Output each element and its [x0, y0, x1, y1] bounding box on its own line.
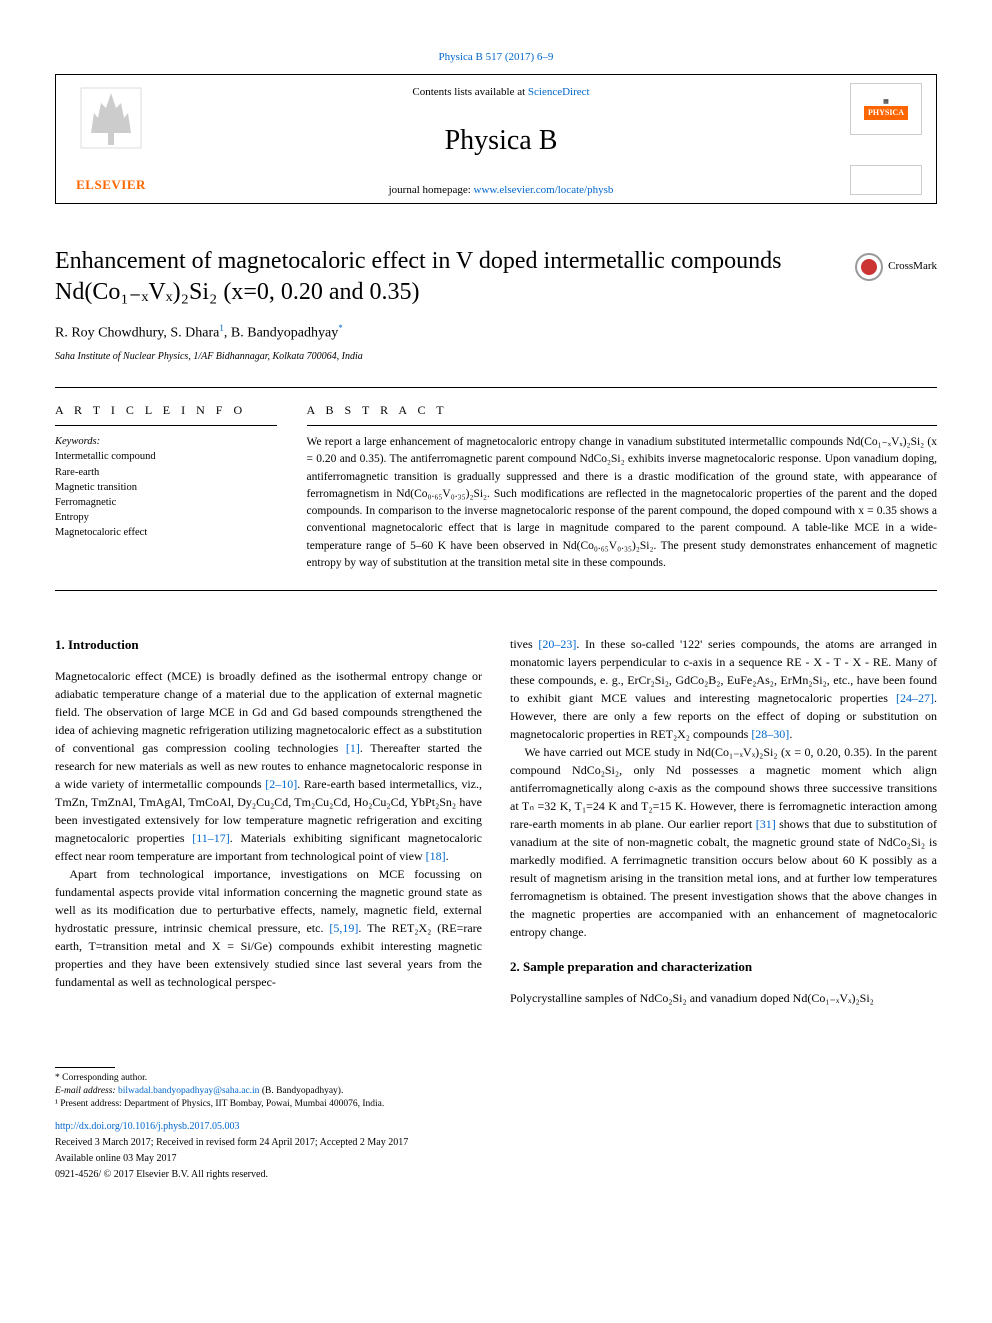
email-line: E-mail address: bilwadal.bandyopadhyay@s…	[55, 1085, 937, 1098]
article-info-divider	[55, 425, 277, 426]
corresponding-email-link[interactable]: bilwadal.bandyopadhyay@saha.ac.in	[118, 1086, 259, 1096]
intro-paragraph-2: Apart from technological importance, inv…	[55, 865, 482, 991]
keyword: Intermetallic compound	[55, 449, 277, 464]
keyword: Ferromagnetic	[55, 495, 277, 510]
keyword: Magnetocaloric effect	[55, 525, 277, 540]
keyword: Magnetic transition	[55, 480, 277, 495]
available-online: Available online 03 May 2017	[55, 1152, 937, 1166]
homepage-prefix: journal homepage:	[389, 184, 474, 196]
intro-paragraph-1: Magnetocaloric effect (MCE) is broadly d…	[55, 667, 482, 865]
author-3-sup: *	[338, 323, 343, 333]
contents-prefix: Contents lists available at	[412, 86, 527, 98]
crossmark-label: CrossMark	[888, 259, 937, 275]
journal-homepage-link[interactable]: www.elsevier.com/locate/physb	[474, 184, 614, 196]
abstract-divider	[307, 425, 937, 426]
footnotes-block: * Corresponding author. E-mail address: …	[55, 1067, 937, 1182]
sciencedirect-link[interactable]: ScienceDirect	[528, 86, 590, 98]
abstract-label: A B S T R A C T	[307, 402, 937, 419]
email-label: E-mail address:	[55, 1086, 118, 1096]
journal-title: Physica B	[166, 121, 836, 162]
issn-box	[850, 165, 922, 195]
journal-homepage-line: journal homepage: www.elsevier.com/locat…	[166, 183, 836, 199]
keyword: Rare-earth	[55, 465, 277, 480]
received-dates: Received 3 March 2017; Received in revis…	[55, 1136, 937, 1150]
keywords-list: Intermetallic compound Rare-earth Magnet…	[55, 449, 277, 540]
banner-right: ▦ PHYSICA	[836, 75, 936, 203]
cover-badge: PHYSICA	[864, 106, 908, 120]
author-1: R. Roy Chowdhury	[55, 326, 163, 341]
abstract-text: We report a large enhancement of magneto…	[307, 434, 937, 572]
author-3: B. Bandyopadhyay	[231, 326, 338, 341]
email-suffix: (B. Bandyopadhyay).	[259, 1086, 343, 1096]
footnote-rule	[55, 1067, 115, 1068]
intro-paragraph-3: We have carried out MCE study in Nd(Co₁₋…	[510, 743, 937, 941]
authors-line: R. Roy Chowdhury, S. Dhara1, B. Bandyopa…	[55, 322, 937, 344]
article-info-column: A R T I C L E I N F O Keywords: Intermet…	[55, 388, 277, 572]
publisher-logo-block: ELSEVIER	[56, 75, 166, 203]
author-2: S. Dhara	[170, 326, 219, 341]
contents-available-line: Contents lists available at ScienceDirec…	[166, 85, 836, 101]
left-column: 1. Introduction Magnetocaloric effect (M…	[55, 635, 482, 1007]
affiliation: Saha Institute of Nuclear Physics, 1/AF …	[55, 350, 937, 365]
intro-paragraph-2-continued: tives [20–23]. In these so-called '122' …	[510, 635, 937, 743]
journal-banner: ELSEVIER Contents lists available at Sci…	[55, 74, 937, 204]
section-1-heading: 1. Introduction	[55, 635, 482, 655]
abstract-column: A B S T R A C T We report a large enhanc…	[307, 388, 937, 572]
journal-reference: Physica B 517 (2017) 6–9	[55, 50, 937, 66]
present-address-note: ¹ Present address: Department of Physics…	[55, 1098, 937, 1111]
right-column: tives [20–23]. In these so-called '122' …	[510, 635, 937, 1007]
section-2-heading: 2. Sample preparation and characterizati…	[510, 957, 937, 977]
crossmark-icon	[855, 253, 883, 281]
article-info-label: A R T I C L E I N F O	[55, 402, 277, 419]
keywords-label: Keywords:	[55, 434, 277, 449]
banner-center: Contents lists available at ScienceDirec…	[166, 75, 836, 203]
journal-cover-thumbnail: ▦ PHYSICA	[850, 83, 922, 135]
sample-prep-paragraph-1: Polycrystalline samples of NdCo₂Si₂ and …	[510, 989, 937, 1007]
article-title: Enhancement of magnetocaloric effect in …	[55, 246, 937, 308]
elsevier-tree-icon	[76, 83, 146, 173]
author-2-sup: 1	[219, 323, 224, 333]
divider-bottom	[55, 590, 937, 591]
crossmark-badge[interactable]: CrossMark	[855, 253, 937, 281]
corresponding-author-note: * Corresponding author.	[55, 1072, 937, 1085]
publisher-name: ELSEVIER	[76, 176, 146, 195]
doi-link[interactable]: http://dx.doi.org/10.1016/j.physb.2017.0…	[55, 1120, 937, 1134]
keyword: Entropy	[55, 510, 277, 525]
body-two-column: 1. Introduction Magnetocaloric effect (M…	[55, 635, 937, 1007]
copyright-line: 0921-4526/ © 2017 Elsevier B.V. All righ…	[55, 1168, 937, 1182]
